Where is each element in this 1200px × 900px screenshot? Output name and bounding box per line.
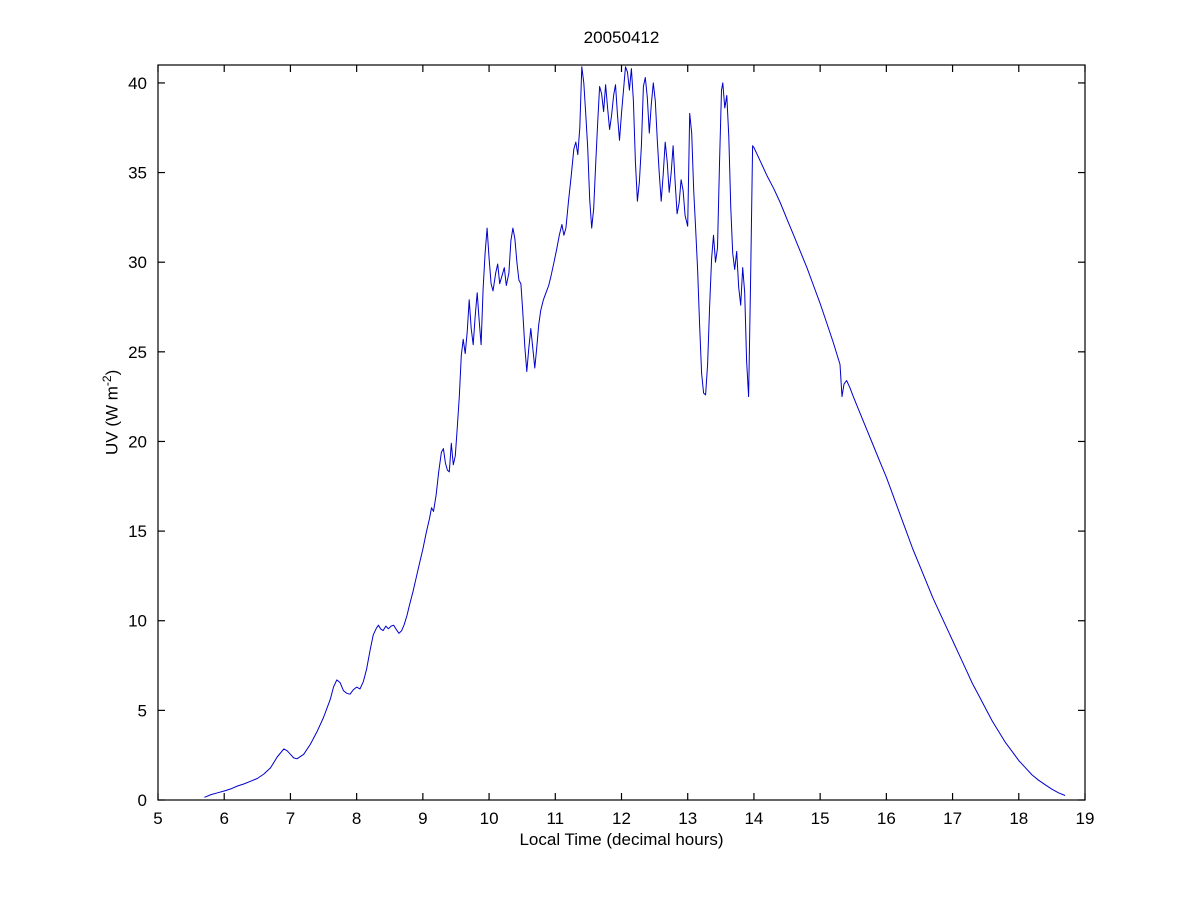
x-tick-label: 7: [286, 809, 295, 828]
y-tick-label: 35: [128, 164, 147, 183]
x-tick-label: 8: [352, 809, 361, 828]
x-tick-label: 17: [943, 809, 962, 828]
y-tick-label: 30: [128, 253, 147, 272]
y-tick-label: 15: [128, 522, 147, 541]
x-tick-label: 5: [153, 809, 162, 828]
x-tick-label: 9: [418, 809, 427, 828]
chart-title: 20050412: [583, 28, 660, 47]
x-tick-label: 11: [546, 809, 564, 828]
y-tick-label: 5: [138, 701, 147, 720]
x-tick-label: 14: [744, 809, 763, 828]
y-tick-label: 0: [138, 791, 147, 810]
y-axis-label-superscript: -2: [100, 375, 114, 387]
plot-box: [157, 64, 1086, 801]
x-tick-label: 6: [219, 809, 228, 828]
y-tick-label: 25: [128, 343, 147, 362]
x-axis-label: Local Time (decimal hours): [519, 830, 724, 849]
y-tick-label: 10: [128, 612, 147, 631]
y-axis-label-main: UV (W m: [102, 386, 122, 455]
x-tick-label: 16: [877, 809, 896, 828]
y-axis-label-end: ): [102, 369, 122, 376]
y-tick-label: 20: [128, 432, 147, 451]
uv-line: [204, 66, 1066, 798]
x-tick-label: 15: [811, 809, 830, 828]
y-axis-label: UV (W m-2): [100, 370, 123, 455]
y-tick-label: 40: [128, 74, 147, 93]
x-tick-label: 13: [678, 809, 697, 828]
x-tick-label: 12: [612, 809, 631, 828]
x-tick-label: 18: [1009, 809, 1028, 828]
x-tick-label: 10: [480, 809, 499, 828]
x-tick-label: 19: [1076, 809, 1095, 828]
